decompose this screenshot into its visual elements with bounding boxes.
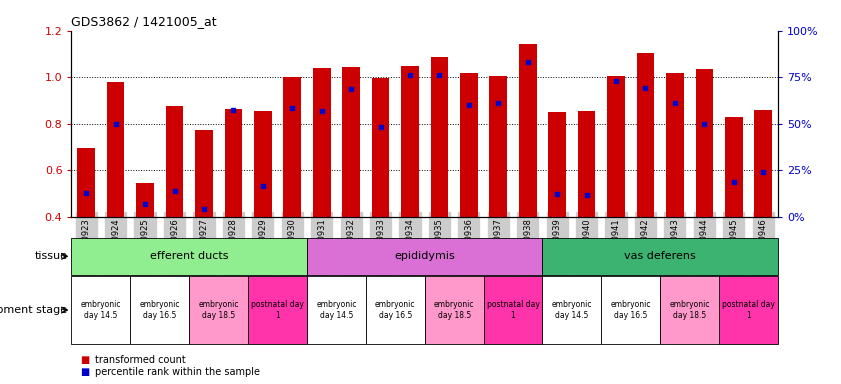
Bar: [696, 69, 713, 217]
Bar: [71, 276, 130, 344]
Bar: [71, 238, 307, 275]
Bar: [637, 53, 654, 217]
Bar: [248, 276, 307, 344]
Bar: [431, 58, 448, 217]
Text: epididymis: epididymis: [394, 251, 455, 262]
Bar: [254, 111, 272, 217]
Bar: [601, 276, 660, 344]
Text: embryonic
day 18.5: embryonic day 18.5: [198, 300, 239, 320]
Bar: [607, 76, 625, 217]
Text: postnatal day
1: postnatal day 1: [487, 300, 539, 320]
Bar: [519, 43, 537, 217]
Text: GDS3862 / 1421005_at: GDS3862 / 1421005_at: [71, 15, 217, 28]
Bar: [660, 276, 719, 344]
Bar: [401, 66, 419, 217]
Bar: [313, 68, 331, 217]
Bar: [366, 276, 425, 344]
Bar: [166, 106, 183, 217]
Bar: [225, 109, 242, 217]
Bar: [548, 112, 566, 217]
Bar: [425, 276, 484, 344]
Text: embryonic
day 18.5: embryonic day 18.5: [669, 300, 710, 320]
Bar: [342, 67, 360, 217]
Text: postnatal day
1: postnatal day 1: [722, 300, 775, 320]
Bar: [107, 82, 124, 217]
Bar: [578, 111, 595, 217]
Bar: [307, 238, 542, 275]
Text: embryonic
day 14.5: embryonic day 14.5: [552, 300, 592, 320]
Bar: [307, 276, 366, 344]
Bar: [77, 148, 95, 217]
Bar: [372, 78, 389, 217]
Text: vas deferens: vas deferens: [624, 251, 696, 262]
Bar: [136, 183, 154, 217]
Bar: [666, 73, 684, 217]
Text: embryonic
day 16.5: embryonic day 16.5: [140, 300, 180, 320]
Text: embryonic
day 14.5: embryonic day 14.5: [81, 300, 121, 320]
Bar: [719, 276, 778, 344]
Text: efferent ducts: efferent ducts: [150, 251, 229, 262]
Text: transformed count: transformed count: [95, 355, 186, 365]
Text: ■: ■: [80, 367, 89, 377]
Bar: [130, 276, 189, 344]
Text: embryonic
day 16.5: embryonic day 16.5: [611, 300, 651, 320]
Text: tissue: tissue: [34, 251, 67, 262]
Text: postnatal day
1: postnatal day 1: [251, 300, 304, 320]
Bar: [725, 117, 743, 217]
Text: embryonic
day 16.5: embryonic day 16.5: [375, 300, 415, 320]
Bar: [283, 77, 301, 217]
Text: development stage: development stage: [0, 305, 67, 315]
Text: percentile rank within the sample: percentile rank within the sample: [95, 367, 260, 377]
Bar: [489, 76, 507, 217]
Bar: [484, 276, 542, 344]
Text: embryonic
day 14.5: embryonic day 14.5: [316, 300, 357, 320]
Bar: [542, 238, 778, 275]
Bar: [189, 276, 248, 344]
Text: ■: ■: [80, 355, 89, 365]
Bar: [460, 73, 478, 217]
Bar: [195, 130, 213, 217]
Text: embryonic
day 18.5: embryonic day 18.5: [434, 300, 474, 320]
Bar: [542, 276, 601, 344]
Bar: [754, 110, 772, 217]
